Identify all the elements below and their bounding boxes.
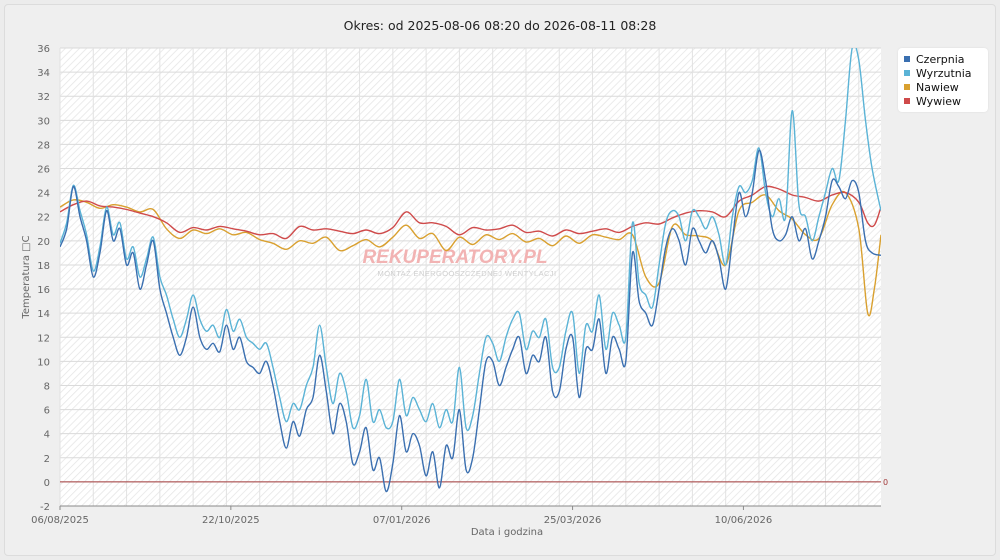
- y-tick-label: 24: [37, 189, 50, 200]
- y-tick-label: 32: [37, 92, 50, 103]
- y-tick-label: 0: [44, 478, 50, 489]
- y-tick-label: 28: [37, 140, 50, 151]
- legend-item-nawiew[interactable]: Nawiew: [904, 80, 982, 94]
- y-tick-label: 18: [37, 261, 50, 272]
- y-tick-label: 16: [37, 285, 50, 296]
- y-tick-label: 6: [44, 406, 50, 417]
- y-axis-label: Temperatura □C: [21, 235, 32, 319]
- y-tick-label: 30: [37, 116, 50, 127]
- legend-swatch: [904, 56, 910, 62]
- y-tick-label: 2: [44, 454, 50, 465]
- x-tick-label: 07/01/2026: [373, 515, 431, 526]
- x-tick-label: 22/10/2025: [202, 515, 260, 526]
- watermark-title: REKUPERATORY.PL: [362, 247, 547, 268]
- y-tick-label: 26: [37, 165, 50, 176]
- series-line-nawiew: [60, 190, 881, 317]
- x-tick-label: 10/06/2026: [715, 515, 773, 526]
- y-tick-label: 22: [37, 213, 50, 224]
- legend-item-wyrzutnia[interactable]: Wyrzutnia: [904, 66, 982, 80]
- legend-swatch: [904, 84, 910, 90]
- legend-swatch: [904, 98, 910, 104]
- series-line-wyrzutnia: [60, 48, 881, 432]
- y-tick-label: 14: [37, 309, 50, 320]
- watermark: REKUPERATORY.PL MONTAŻ ENERGOOSZCZĘDNEJ …: [362, 247, 556, 278]
- y-tick-label: 4: [44, 430, 50, 441]
- chart-title: Okres: od 2025-08-06 08:20 do 2026-08-11…: [343, 18, 657, 33]
- zero-line-label: 0: [883, 478, 888, 487]
- x-tick-label: 25/03/2026: [544, 515, 602, 526]
- series-line-czerpnia: [60, 149, 881, 493]
- plot-hatching: [60, 48, 881, 506]
- x-tick-label: 06/08/2025: [31, 515, 89, 526]
- legend: Czerpnia Wyrzutnia Nawiew Wywiew: [898, 48, 988, 112]
- legend-label: Wyrzutnia: [916, 66, 972, 80]
- y-tick-label: 36: [37, 44, 50, 55]
- legend-item-wywiew[interactable]: Wywiew: [904, 94, 982, 108]
- legend-label: Wywiew: [916, 94, 962, 108]
- legend-item-czerpnia[interactable]: Czerpnia: [904, 52, 982, 66]
- series-lines: [60, 48, 881, 493]
- watermark-subtitle: MONTAŻ ENERGOOSZCZĘDNEJ WENTYLACJI: [378, 269, 557, 278]
- y-tick-label: 8: [44, 381, 50, 392]
- series-line-wywiew: [60, 185, 881, 240]
- y-tick-label: 12: [37, 333, 50, 344]
- legend-label: Czerpnia: [916, 52, 965, 66]
- y-tick-label: -2: [40, 502, 50, 513]
- y-tick-label: 34: [37, 68, 50, 79]
- reference-line: 0: [60, 478, 888, 487]
- y-tick-label: 20: [37, 237, 50, 248]
- x-axis: 06/08/2025 22/10/2025 07/01/2026 25/03/2026…: [31, 506, 772, 526]
- y-tick-label: 10: [37, 357, 50, 368]
- legend-swatch: [904, 70, 910, 76]
- x-axis-label: Data i godzina: [471, 527, 543, 538]
- legend-label: Nawiew: [916, 80, 959, 94]
